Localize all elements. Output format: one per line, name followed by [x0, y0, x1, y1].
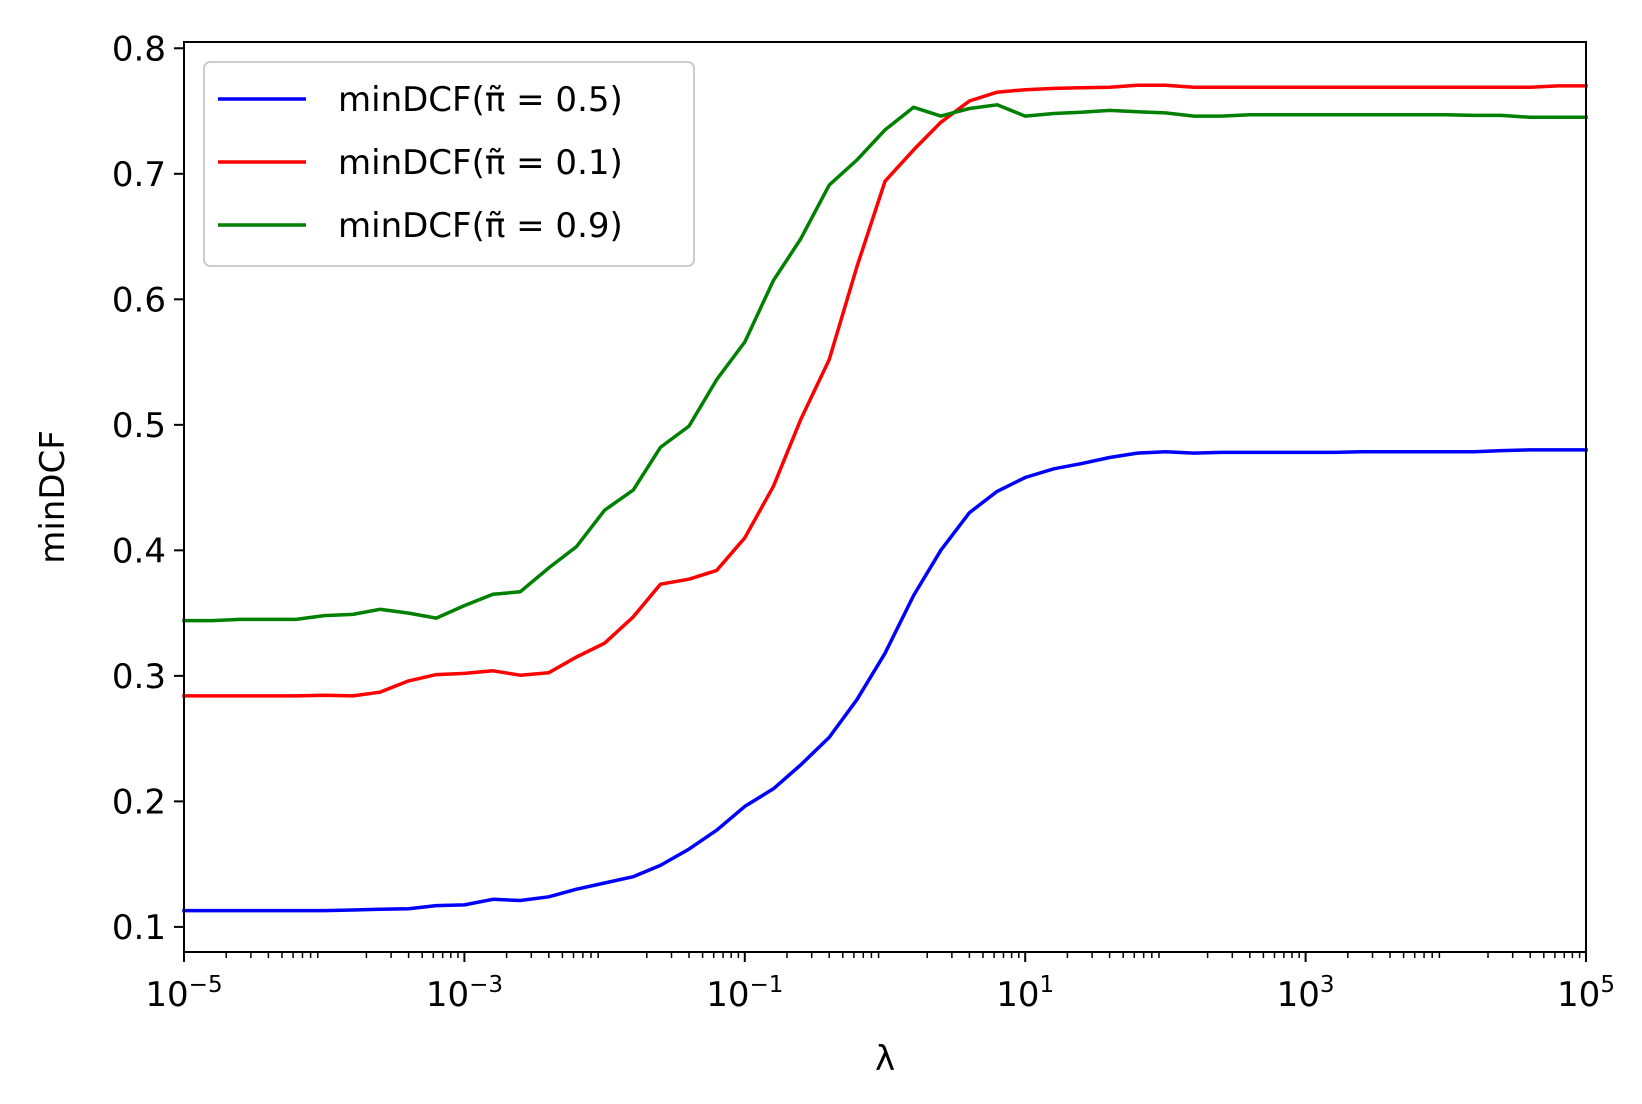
x-axis-label: λ — [875, 1039, 895, 1079]
y-tick-label-6: 0.7 — [112, 155, 166, 195]
x-tick-label-2: 10−1 — [706, 972, 783, 1015]
y-tick-label-7: 0.8 — [112, 29, 166, 69]
x-tick-label-1: 10−3 — [426, 972, 503, 1015]
x-tick-label-5: 105 — [1557, 972, 1615, 1015]
legend-label-0: minDCF(π̃ = 0.5) — [338, 80, 623, 120]
y-axis-ticks: 0.1 0.2 0.3 0.4 0.5 0.6 0.7 0.8 — [112, 29, 184, 948]
y-tick-label-2: 0.3 — [112, 657, 166, 697]
legend-label-2: minDCF(π̃ = 0.9) — [338, 206, 623, 246]
legend-box — [203, 61, 695, 267]
y-axis-label: minDCF — [33, 430, 73, 564]
y-tick-label-3: 0.4 — [112, 531, 166, 571]
plot-frame — [183, 41, 1587, 953]
legend: minDCF(π̃ = 0.5) minDCF(π̃ = 0.1) minDCF(π… — [203, 61, 695, 267]
series-line-1 — [182, 83, 1588, 698]
x-tick-label-3: 101 — [996, 972, 1054, 1015]
series-line-2 — [182, 103, 1588, 623]
x-tick-label-0: 10−5 — [145, 972, 222, 1015]
y-tick-label-4: 0.5 — [112, 406, 166, 446]
x-tick-label-4: 103 — [1277, 972, 1335, 1015]
y-tick-label-0: 0.1 — [112, 908, 166, 948]
series-layer — [182, 83, 1588, 913]
legend-label-1: minDCF(π̃ = 0.1) — [338, 143, 623, 183]
series-line-0 — [182, 448, 1588, 913]
y-tick-label-5: 0.6 — [112, 280, 166, 320]
y-tick-label-1: 0.2 — [112, 782, 166, 822]
x-axis-ticks: 10−5 10−3 10−1 101 103 105 — [145, 952, 1615, 1015]
